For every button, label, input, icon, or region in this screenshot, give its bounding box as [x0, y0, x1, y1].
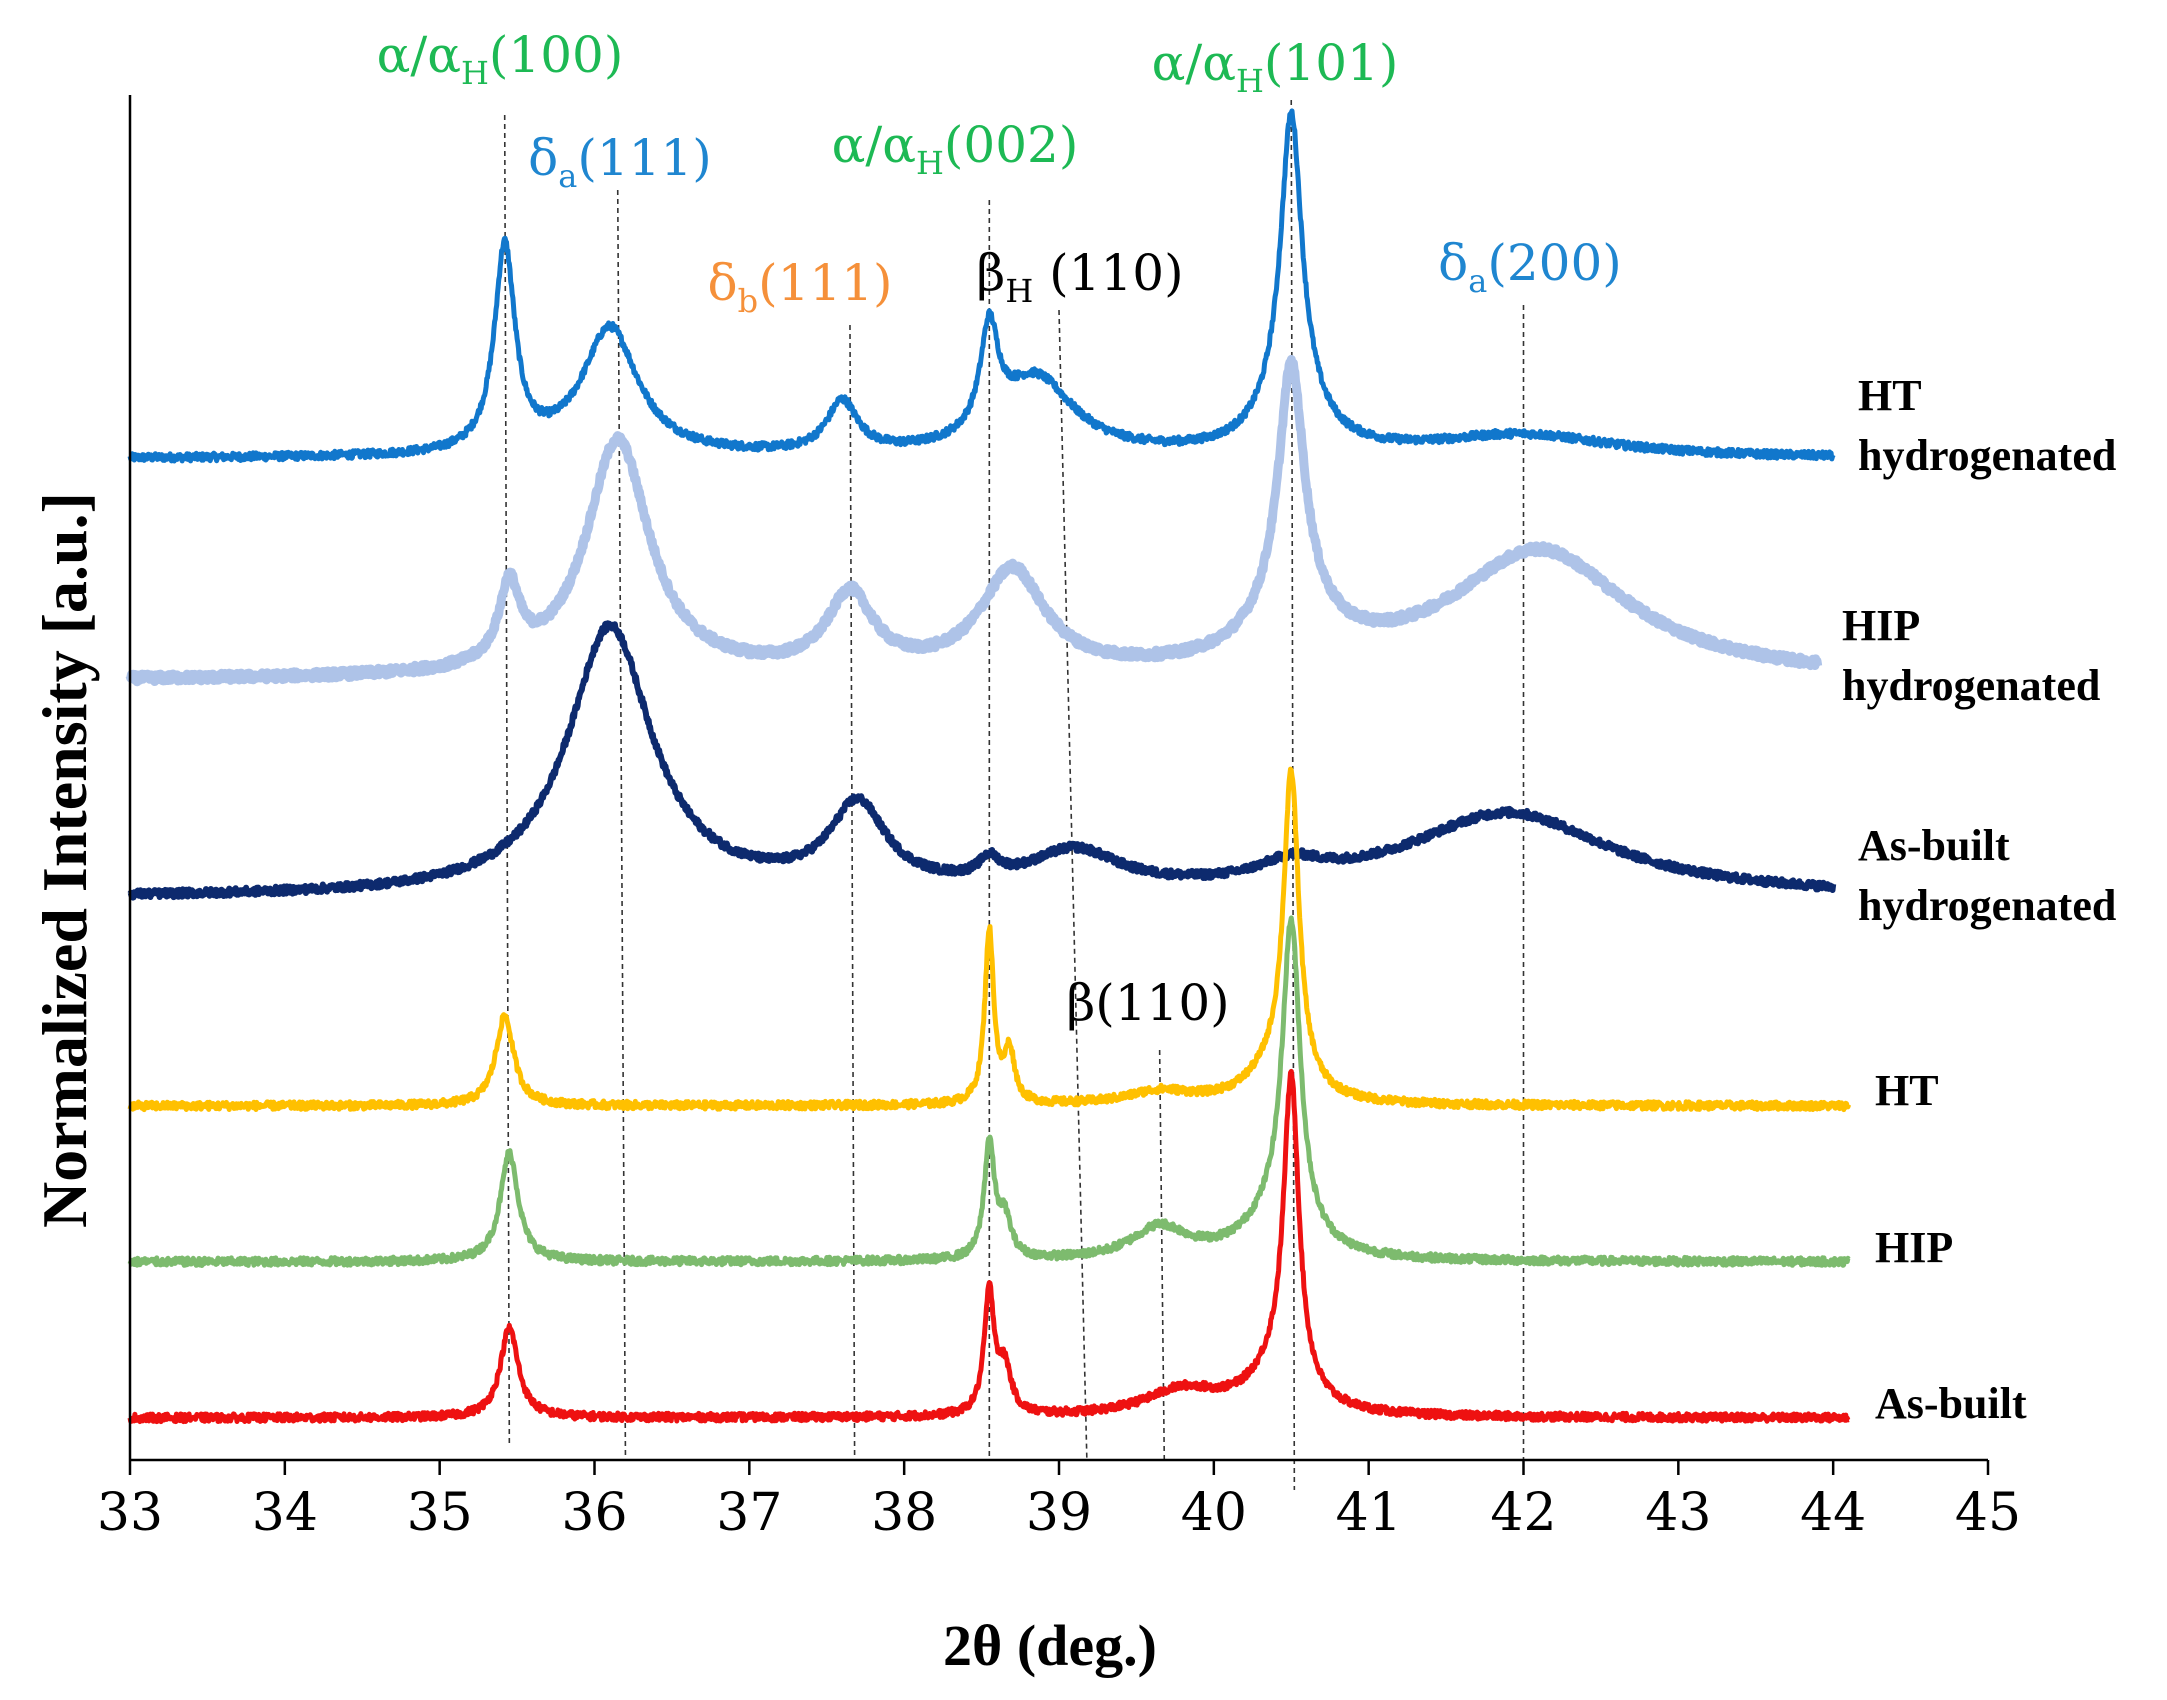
x-tick-label: 40 [1181, 1483, 1247, 1543]
x-tick-label: 41 [1336, 1483, 1402, 1543]
y-axis-title: Normalized Intensity [a.u.] [29, 492, 100, 1228]
series-label: As-built [1875, 1379, 2027, 1428]
series-labels: HT hydrogenated HIP hydrogenated As-built hyd… [1842, 371, 2116, 1428]
series-line-as-built [127, 1068, 1851, 1425]
peak-label: δb(111) [707, 254, 892, 320]
x-tick-label: 39 [1026, 1483, 1092, 1543]
series-line-as-built-hydrogenated [127, 620, 1837, 901]
series-label: HT hydrogenated [1858, 371, 2116, 480]
series-line-hip-hydrogenated [125, 354, 1823, 687]
peak-labels: α/αH(100) δa(111) δb(111) α/αH(002) βH (110)… [377, 26, 1622, 1032]
series-label: HIP [1875, 1223, 1953, 1272]
series-line-ht-hydrogenated [127, 108, 1836, 464]
series-line-hip [127, 915, 1851, 1268]
peak-label: β(110) [1066, 974, 1229, 1032]
x-ticks: 33 34 35 36 37 38 39 40 41 42 43 44 45 [97, 1460, 2021, 1543]
peak-guide-line [1158, 1049, 1166, 1461]
peak-guide-line [1058, 309, 1088, 1461]
peak-guide-line [849, 324, 856, 1461]
peak-label: βH (110) [976, 244, 1183, 310]
x-tick-label: 36 [561, 1483, 627, 1543]
x-tick-label: 37 [716, 1483, 782, 1543]
peak-label: δa(111) [528, 129, 712, 195]
diffraction-curves [125, 108, 1852, 1425]
series-label: As-built hydrogenated [1858, 821, 2116, 930]
x-tick-label: 42 [1490, 1483, 1556, 1543]
peak-label: α/αH(101) [1152, 34, 1399, 100]
peak-guide-line [616, 189, 627, 1461]
x-tick-label: 35 [407, 1483, 473, 1543]
peak-label: δa(200) [1438, 234, 1622, 300]
x-tick-label: 33 [97, 1483, 163, 1543]
peak-label: α/αH(002) [832, 116, 1079, 182]
series-label: HIP hydrogenated [1842, 601, 2100, 710]
peak-guide-line [503, 114, 511, 1446]
x-tick-label: 43 [1645, 1483, 1711, 1543]
x-tick-label: 38 [871, 1483, 937, 1543]
peak-label: α/αH(100) [377, 26, 624, 92]
series-label: HT [1875, 1066, 1939, 1115]
x-axis-title: 2θ (deg.) [943, 1613, 1157, 1678]
series-line-ht [127, 766, 1852, 1113]
x-tick-label: 45 [1955, 1483, 2021, 1543]
x-tick-label: 44 [1800, 1483, 1866, 1543]
x-tick-label: 34 [252, 1483, 318, 1543]
